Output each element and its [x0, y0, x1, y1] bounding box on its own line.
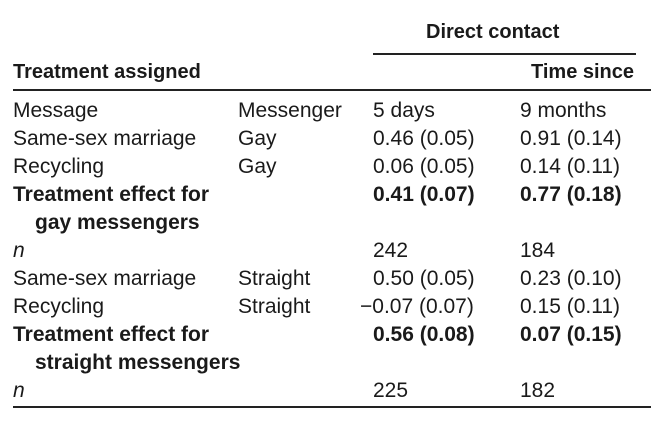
table-cell-c2: Gay	[238, 127, 277, 150]
time-since-header: Time since	[531, 61, 635, 83]
table-cell-c4: 9 months	[520, 99, 607, 122]
table-cell-c4: 0.15 (0.11)	[520, 295, 621, 318]
table-cell-c4: 182	[520, 379, 556, 402]
table-cell-c1: Same-sex marriage	[13, 267, 197, 290]
table-cell-c1: Same-sex marriage	[13, 127, 197, 150]
table-cell-c3: 242	[373, 239, 409, 262]
table-cell-c1: Treatment effect for	[13, 323, 210, 346]
bottom-rule	[13, 406, 651, 408]
spanner-header: Direct contact	[426, 21, 560, 43]
table-cell-c3: 225	[373, 379, 409, 402]
table-cell-c1: Recycling	[13, 155, 105, 178]
table-cell-c1: Recycling	[13, 295, 105, 318]
table-cell-c1: Message	[13, 99, 99, 122]
table-cell-c1: n	[13, 379, 25, 402]
spanner-rule	[373, 53, 636, 55]
table-cell-c2: Gay	[238, 155, 277, 178]
table-cell-c2: Straight	[238, 267, 311, 290]
table-cell-c2: Straight	[238, 295, 311, 318]
table-cell-c1: Treatment effect for	[13, 183, 210, 206]
table-cell-c3: 0.41 (0.07)	[373, 183, 475, 206]
table-cell-c2: Messenger	[238, 99, 342, 122]
table-cell-c3: 0.56 (0.08)	[373, 323, 475, 346]
treatment-assigned-header: Treatment assigned	[13, 61, 201, 83]
table-cell-c4: 0.91 (0.14)	[520, 127, 622, 150]
table-cell-c3: 0.06 (0.05)	[373, 155, 475, 178]
table-cell-c4: 184	[520, 239, 556, 262]
table-cell-c3: 0.50 (0.05)	[373, 267, 475, 290]
table-cell-c1: straight messengers	[35, 351, 241, 374]
table-cell-c4: 0.07 (0.15)	[520, 323, 622, 346]
table-cell-c3: 5 days	[373, 99, 435, 122]
table-cell-c1: n	[13, 239, 25, 262]
table-cell-c4: 0.23 (0.10)	[520, 267, 622, 290]
table-cell-c4: 0.14 (0.11)	[520, 155, 621, 178]
table-cell-c3: −0.07 (0.07)	[360, 295, 474, 318]
header-rule	[13, 89, 651, 91]
table-cell-c3: 0.46 (0.05)	[373, 127, 475, 150]
table-cell-c4: 0.77 (0.18)	[520, 183, 622, 206]
table-cell-c1: gay messengers	[35, 211, 200, 234]
